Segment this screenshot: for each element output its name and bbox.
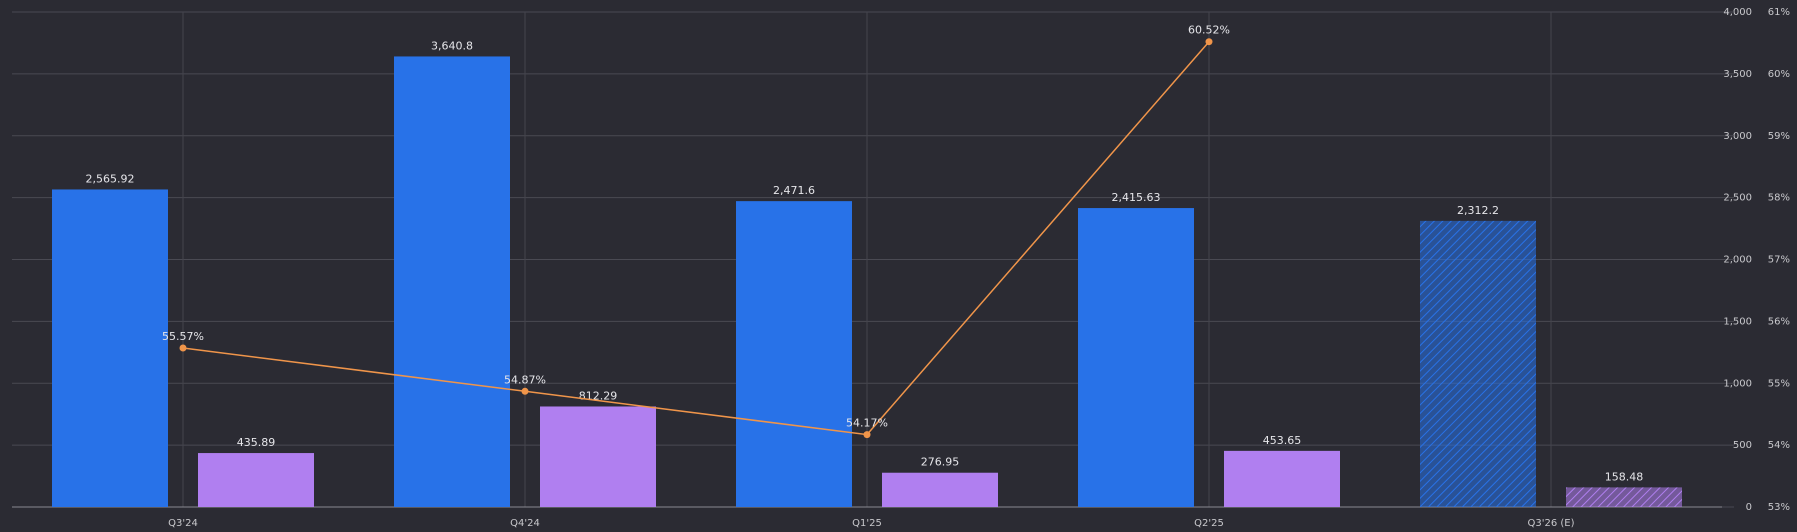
y2-tick-label: 60% xyxy=(1768,69,1790,80)
line-point xyxy=(1205,38,1213,46)
bar xyxy=(52,189,168,507)
y-tick-label: 1,000 xyxy=(1723,378,1752,389)
bar-value-label: 276.95 xyxy=(921,456,960,469)
line-point xyxy=(179,344,187,352)
y2-tick-label: 61% xyxy=(1768,7,1790,18)
y2-tick-label: 55% xyxy=(1768,378,1790,389)
y-tick-label: 2,500 xyxy=(1723,193,1752,204)
x-tick-label: Q3'24 xyxy=(168,518,198,529)
bar xyxy=(540,406,656,507)
bar-value-label: 2,471.6 xyxy=(773,184,815,197)
bar xyxy=(1078,208,1194,507)
y2-tick-label: 54% xyxy=(1768,440,1790,451)
bar-value-label: 453.65 xyxy=(1263,434,1302,447)
bar xyxy=(1566,487,1682,507)
y-tick-label: 0 xyxy=(1746,502,1752,513)
y2-tick-label: 58% xyxy=(1768,193,1790,204)
bar xyxy=(198,453,314,507)
bar xyxy=(882,472,998,507)
bar xyxy=(394,56,510,508)
bar xyxy=(1224,450,1340,507)
bar xyxy=(736,201,852,507)
line-point xyxy=(863,431,871,439)
y2-tick-label: 56% xyxy=(1768,316,1790,327)
bar-value-label: 2,312.2 xyxy=(1457,204,1499,217)
x-tick-label: Q2'25 xyxy=(1194,518,1224,529)
y-tick-label: 1,500 xyxy=(1723,316,1752,327)
bar-value-label: 3,640.8 xyxy=(431,39,473,52)
bar-value-label: 2,565.92 xyxy=(86,172,135,185)
x-tick-label: Q3'26 (E) xyxy=(1527,518,1574,529)
y-tick-label: 500 xyxy=(1733,440,1752,451)
bar xyxy=(1420,220,1536,508)
line-value-label: 54.87% xyxy=(504,373,546,386)
y2-tick-label: 53% xyxy=(1768,502,1790,513)
y-tick-label: 2,000 xyxy=(1723,255,1752,266)
x-tick-label: Q4'24 xyxy=(510,518,540,529)
y2-tick-label: 57% xyxy=(1768,255,1790,266)
bar-value-label: 435.89 xyxy=(237,436,276,449)
y-tick-label: 4,000 xyxy=(1723,7,1752,18)
line-value-label: 55.57% xyxy=(162,330,204,343)
y-tick-label: 3,500 xyxy=(1723,69,1752,80)
line-point xyxy=(521,387,529,395)
x-tick-label: Q1'25 xyxy=(852,518,882,529)
y-tick-label: 3,000 xyxy=(1723,131,1752,142)
line xyxy=(182,41,1210,436)
y2-tick-label: 59% xyxy=(1768,131,1790,142)
line-value-label: 54.17% xyxy=(846,417,888,430)
bar-value-label: 2,415.63 xyxy=(1112,191,1161,204)
bar-value-label: 158.48 xyxy=(1605,470,1644,483)
line-value-label: 60.52% xyxy=(1188,24,1230,37)
